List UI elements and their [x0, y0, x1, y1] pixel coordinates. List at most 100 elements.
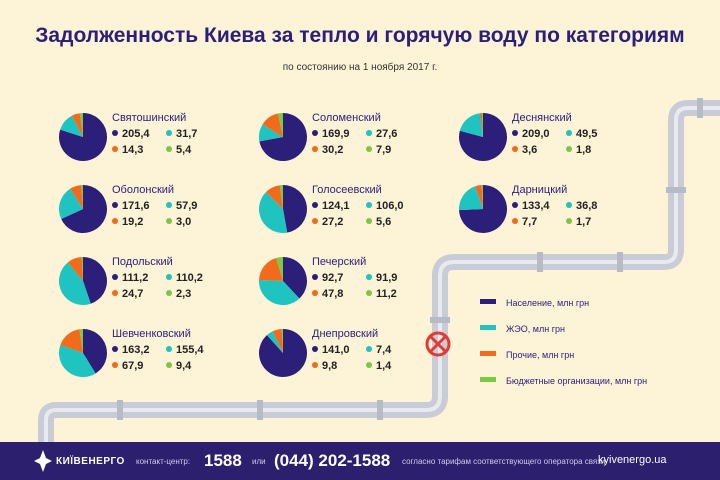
- district-pie: [459, 113, 507, 161]
- page-subtitle: по состоянию на 1 ноября 2017 г.: [282, 62, 438, 73]
- series-dot: [166, 218, 172, 224]
- pie-slice: [259, 113, 307, 161]
- data-label: 49,5: [566, 128, 597, 140]
- data-label: 24,7: [112, 288, 143, 300]
- pie-slice: [259, 279, 300, 305]
- district-name: Святошинский: [112, 112, 187, 124]
- website-link[interactable]: kyivenergo.ua: [598, 454, 667, 466]
- district-chart: Голосеевский 124,1 106,0 27,2 5,6: [258, 184, 448, 246]
- legend-swatch: [480, 351, 496, 356]
- pie-slice: [70, 185, 83, 209]
- pipe-joint: [117, 400, 123, 420]
- district-pie: [259, 257, 307, 305]
- series-dot: [112, 290, 118, 296]
- pie-slice: [259, 257, 283, 281]
- pie-slice: [283, 185, 308, 233]
- legend-item-other: Прочие, млн грн: [480, 350, 700, 364]
- district-chart: Дарницкий 133,4 36,8 7,7 1,7: [458, 184, 648, 246]
- series-dot: [312, 218, 318, 224]
- pie-slice: [58, 262, 91, 305]
- data-label: 91,9: [366, 272, 397, 284]
- pipe-joint: [537, 252, 543, 272]
- series-dot: [512, 146, 518, 152]
- pie-slice: [81, 185, 83, 209]
- series-dot: [112, 202, 118, 208]
- data-label: 111,2: [112, 272, 148, 284]
- data-label: 2,3: [166, 288, 191, 300]
- pie-slice: [276, 257, 283, 281]
- valve-icon: [425, 331, 451, 357]
- series-dot: [112, 274, 118, 280]
- kyivenergo-logo-icon: [34, 450, 52, 472]
- pie-slice: [281, 329, 283, 353]
- pipe-joint: [377, 400, 383, 420]
- legend-swatch: [480, 299, 496, 304]
- legend-item-population: Население, млн грн: [480, 298, 700, 312]
- district-name: Дарницкий: [512, 184, 568, 196]
- data-label: 141,0: [312, 344, 350, 356]
- pie-slice: [277, 113, 283, 137]
- series-dot: [512, 218, 518, 224]
- pipe-joint: [617, 252, 623, 272]
- series-dot: [166, 202, 172, 208]
- series-dot: [112, 362, 118, 368]
- long-phone-number[interactable]: (044) 202-1588: [274, 451, 391, 470]
- district-name: Днепровский: [312, 328, 379, 340]
- data-label: 110,2: [166, 272, 203, 284]
- series-dot: [366, 146, 372, 152]
- pie-slice: [59, 344, 96, 377]
- brand-name: КИЇВЕНЕРГО: [56, 456, 125, 467]
- district-pie: [58, 185, 107, 233]
- pie-slice: [60, 115, 83, 137]
- district-name: Шевченковский: [112, 328, 191, 340]
- pipe-joint: [430, 317, 450, 323]
- data-label: 57,9: [166, 200, 197, 212]
- series-dot: [366, 218, 372, 224]
- data-label: 30,2: [312, 144, 343, 156]
- legend-label: Бюджетные организации, млн грн: [506, 376, 648, 386]
- pie-slice: [475, 185, 483, 209]
- data-label: 205,4: [112, 128, 150, 140]
- series-dot: [366, 274, 372, 280]
- district-chart: Днепровский 141,0 7,4 9,8 1,4: [258, 328, 448, 390]
- series-dot: [166, 146, 172, 152]
- data-label: 9,8: [312, 360, 337, 372]
- district-name: Подольский: [112, 256, 173, 268]
- series-dot: [366, 202, 372, 208]
- series-dot: [566, 202, 572, 208]
- pie-slice: [67, 257, 83, 281]
- district-name: Деснянский: [512, 112, 572, 124]
- pie-slice: [481, 113, 483, 137]
- pie-slice: [459, 185, 507, 233]
- series-dot: [312, 274, 318, 280]
- pie-slice: [481, 185, 483, 209]
- series-dot: [166, 290, 172, 296]
- series-dot: [112, 130, 118, 136]
- data-label: 155,4: [166, 344, 204, 356]
- pipe-joint: [697, 98, 703, 118]
- data-label: 209,0: [512, 128, 550, 140]
- district-pie: [459, 185, 507, 233]
- series-dot: [312, 146, 318, 152]
- legend-item-zheo: ЖЭО, млн грн: [480, 324, 700, 338]
- series-dot: [566, 130, 572, 136]
- pie-slice: [459, 186, 483, 211]
- district-chart: Шевченковский 163,2 155,4 67,9 9,4: [58, 328, 248, 390]
- data-label: 1,4: [366, 360, 391, 372]
- pie-slice: [83, 257, 108, 304]
- pie-slice: [79, 113, 83, 137]
- pie-slice: [266, 331, 283, 353]
- data-label: 3,6: [512, 144, 537, 156]
- data-label: 1,8: [566, 144, 591, 156]
- short-phone-number[interactable]: 1588: [204, 451, 242, 470]
- series-dot: [566, 218, 572, 224]
- data-label: 124,1: [312, 200, 350, 212]
- district-chart: Деснянский 209,0 49,5 3,6 1,8: [458, 112, 648, 174]
- legend-label: ЖЭО, млн грн: [506, 324, 565, 334]
- series-dot: [166, 130, 172, 136]
- pie-slice: [272, 329, 283, 353]
- series-dot: [112, 218, 118, 224]
- district-chart: Печерский 92,7 91,9 47,8 11,2: [258, 256, 448, 318]
